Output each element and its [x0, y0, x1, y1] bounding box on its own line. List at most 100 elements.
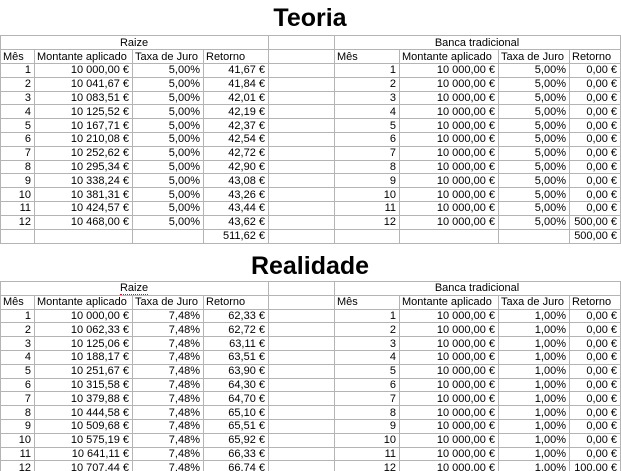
data-cell[interactable]: 63,90 €: [203, 363, 269, 379]
data-cell[interactable]: 2: [0, 322, 35, 338]
data-cell[interactable]: 12: [334, 214, 400, 230]
col-header-montante[interactable]: Montante aplicado: [399, 294, 499, 310]
data-cell[interactable]: 6: [334, 377, 400, 393]
data-cell[interactable]: 65,51 €: [203, 418, 269, 434]
data-cell[interactable]: 5,00%: [498, 214, 570, 230]
data-cell[interactable]: 5,00%: [132, 187, 204, 202]
data-cell[interactable]: 1,00%: [498, 308, 570, 324]
data-cell[interactable]: 64,70 €: [203, 391, 269, 407]
data-cell[interactable]: 7: [334, 391, 400, 407]
data-cell[interactable]: 65,92 €: [203, 432, 269, 448]
gap-cell[interactable]: [268, 90, 335, 106]
gap-cell[interactable]: [268, 322, 335, 338]
data-cell[interactable]: 8: [0, 405, 35, 420]
data-cell[interactable]: 10 000,00 €: [399, 131, 499, 147]
data-cell[interactable]: 10 000,00 €: [399, 76, 499, 92]
data-cell[interactable]: 4: [334, 349, 400, 365]
data-cell[interactable]: 10 444,58 €: [34, 405, 133, 420]
data-cell[interactable]: 43,08 €: [203, 173, 269, 189]
gap-cell[interactable]: [268, 280, 335, 296]
data-cell[interactable]: 43,44 €: [203, 200, 269, 216]
data-cell[interactable]: 10 000,00 €: [399, 118, 499, 133]
data-cell[interactable]: 10 707,44 €: [34, 460, 133, 471]
col-header-taxa[interactable]: Taxa de Juro: [132, 49, 204, 64]
data-cell[interactable]: 10: [0, 187, 35, 202]
data-cell[interactable]: 8: [334, 405, 400, 420]
data-cell[interactable]: 10 295,34 €: [34, 159, 133, 175]
data-cell[interactable]: 7,48%: [132, 363, 204, 379]
data-cell[interactable]: 1,00%: [498, 377, 570, 393]
data-cell[interactable]: 10 000,00 €: [399, 214, 499, 230]
data-cell[interactable]: 4: [0, 349, 35, 365]
gap-cell[interactable]: [268, 214, 335, 230]
data-cell[interactable]: 10 167,71 €: [34, 118, 133, 133]
data-cell[interactable]: 0,00 €: [568, 131, 621, 147]
data-cell[interactable]: 8: [0, 159, 35, 175]
section-title-teoria[interactable]: Teoria: [273, 4, 347, 32]
data-cell[interactable]: 43,62 €: [203, 214, 269, 230]
gap-cell[interactable]: [268, 349, 335, 365]
data-cell[interactable]: 5,00%: [498, 145, 570, 161]
total-retorno-banca[interactable]: 500,00 €: [568, 228, 621, 244]
data-cell[interactable]: 0,00 €: [568, 377, 621, 393]
gap-cell[interactable]: [268, 118, 335, 133]
data-cell[interactable]: 10 000,00 €: [399, 159, 499, 175]
data-cell[interactable]: 3: [0, 90, 35, 106]
data-cell[interactable]: 10 509,68 €: [34, 418, 133, 434]
data-cell[interactable]: 6: [0, 131, 35, 147]
gap-cell[interactable]: [268, 432, 335, 448]
data-cell[interactable]: 10 338,24 €: [34, 173, 133, 189]
data-cell[interactable]: 7,48%: [132, 322, 204, 338]
data-cell[interactable]: 10 083,51 €: [34, 90, 133, 106]
col-header-mes[interactable]: Mês: [0, 49, 35, 64]
col-header-retorno[interactable]: Retorno: [568, 294, 621, 310]
data-cell[interactable]: 62,72 €: [203, 322, 269, 338]
data-cell[interactable]: 66,33 €: [203, 446, 269, 462]
data-cell[interactable]: 1,00%: [498, 391, 570, 407]
data-cell[interactable]: 0,00 €: [568, 308, 621, 324]
data-cell[interactable]: 10 641,11 €: [34, 446, 133, 462]
data-cell[interactable]: 9: [334, 173, 400, 189]
data-cell[interactable]: 7: [0, 145, 35, 161]
data-cell[interactable]: 10 000,00 €: [34, 63, 133, 78]
data-cell[interactable]: 5,00%: [132, 131, 204, 147]
gap-cell[interactable]: [268, 391, 335, 407]
data-cell[interactable]: 7,48%: [132, 349, 204, 365]
col-header-retorno[interactable]: Retorno: [203, 49, 269, 64]
data-cell[interactable]: 5,00%: [132, 90, 204, 106]
data-cell[interactable]: 10 041,67 €: [34, 76, 133, 92]
data-cell[interactable]: 10 188,17 €: [34, 349, 133, 365]
empty-cell[interactable]: [132, 228, 204, 244]
data-cell[interactable]: 10 000,00 €: [34, 308, 133, 324]
col-header-taxa[interactable]: Taxa de Juro: [498, 49, 570, 64]
group-header-banca-tradicional[interactable]: Banca tradicional: [333, 280, 621, 296]
gap-cell[interactable]: [268, 131, 335, 147]
data-cell[interactable]: 8: [334, 159, 400, 175]
data-cell[interactable]: 0,00 €: [568, 104, 621, 120]
data-cell[interactable]: 2: [0, 76, 35, 92]
data-cell[interactable]: 7: [334, 145, 400, 161]
data-cell[interactable]: 0,00 €: [568, 145, 621, 161]
gap-cell[interactable]: [268, 35, 335, 50]
data-cell[interactable]: 10 000,00 €: [399, 308, 499, 324]
data-cell[interactable]: 10 000,00 €: [399, 405, 499, 420]
data-cell[interactable]: 5,00%: [498, 159, 570, 175]
data-cell[interactable]: 9: [0, 173, 35, 189]
data-cell[interactable]: 4: [0, 104, 35, 120]
data-cell[interactable]: 7,48%: [132, 405, 204, 420]
data-cell[interactable]: 10 000,00 €: [399, 173, 499, 189]
data-cell[interactable]: 10: [0, 432, 35, 448]
data-cell[interactable]: 3: [334, 336, 400, 351]
col-header-montante[interactable]: Montante aplicado: [399, 49, 499, 64]
data-cell[interactable]: 3: [0, 336, 35, 351]
data-cell[interactable]: 5,00%: [498, 173, 570, 189]
data-cell[interactable]: 1,00%: [498, 363, 570, 379]
data-cell[interactable]: 7,48%: [132, 460, 204, 471]
gap-cell[interactable]: [268, 187, 335, 202]
data-cell[interactable]: 1: [334, 308, 400, 324]
data-cell[interactable]: 42,01 €: [203, 90, 269, 106]
gap-cell[interactable]: [268, 418, 335, 434]
data-cell[interactable]: 1,00%: [498, 336, 570, 351]
data-cell[interactable]: 5,00%: [132, 63, 204, 78]
data-cell[interactable]: 10 000,00 €: [399, 349, 499, 365]
